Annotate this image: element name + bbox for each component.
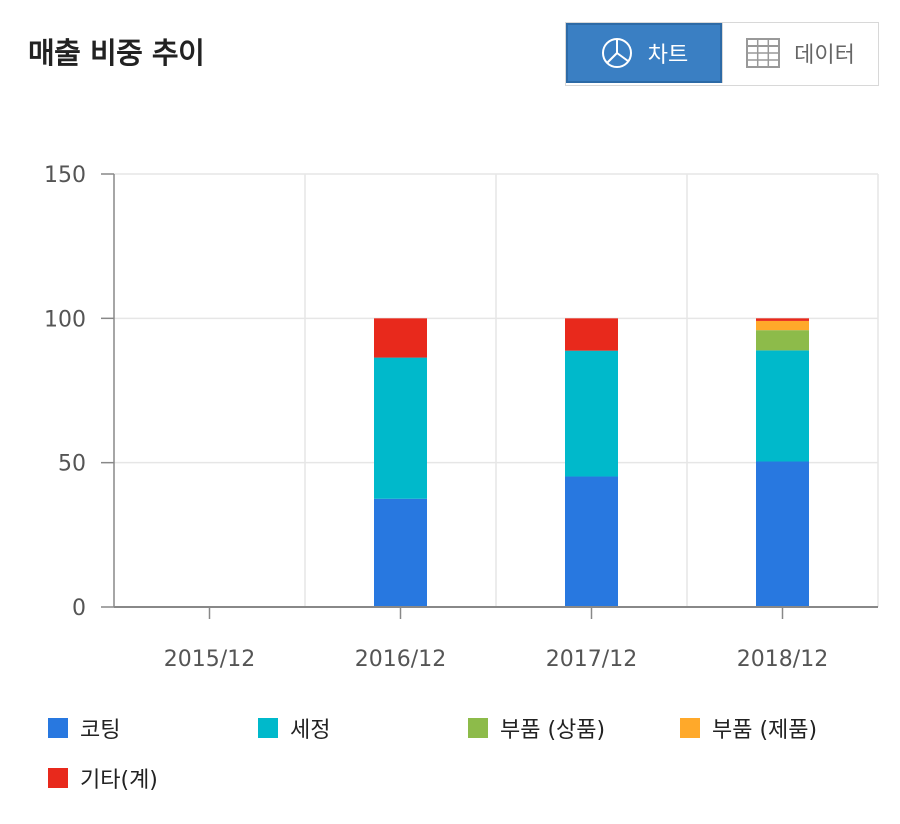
y-tick-label: 150 [44,163,86,188]
data-view-button[interactable]: 데이터 [722,23,878,83]
legend-swatch [680,718,700,738]
y-tick-label: 100 [44,307,86,332]
table-grid-icon [746,38,781,68]
x-tick-label: 2016/12 [355,647,446,672]
legend-label: 세정 [290,718,331,743]
bar-segment[interactable] [565,350,618,477]
data-view-label: 데이터 [794,43,855,68]
bar-segment[interactable] [756,330,809,351]
legend-swatch [258,718,278,738]
legend-item[interactable]: 코팅 [48,712,120,744]
y-tick-label: 50 [58,452,86,477]
chart-view-button[interactable]: 차트 [566,23,722,83]
bar-segment[interactable] [374,318,427,358]
legend-item[interactable]: 기타(계) [48,762,158,794]
legend-item[interactable]: 부품 (상품) [468,712,605,744]
bar-segment[interactable] [756,461,809,607]
legend-swatch [468,718,488,738]
legend-label: 부품 (제품) [712,718,818,743]
page-title: 매출 비중 추이 [28,36,205,70]
legend-label: 코팅 [80,718,121,743]
bar-segment[interactable] [565,476,618,607]
bar-segment[interactable] [756,318,809,321]
legend-label: 부품 (상품) [500,718,606,743]
bar-segment[interactable] [756,320,809,331]
legend-item[interactable]: 세정 [258,712,330,744]
x-tick-label: 2018/12 [737,647,828,672]
chart-view-label: 차트 [647,43,689,68]
legend-swatch [48,768,68,788]
stacked-bar-chart: 0 50 100 150 2015/12 2016/12 2017/12 2018/12 [44,163,879,672]
y-tick-label: 0 [72,596,86,621]
legend-item[interactable]: 부품 (제품) [680,712,817,744]
bar-segment[interactable] [565,318,618,351]
bar-segment[interactable] [374,357,427,499]
legend-label: 기타(계) [80,768,158,793]
pie-chart-icon [600,36,634,70]
x-tick-label: 2015/12 [164,647,255,672]
bar-segment[interactable] [756,350,809,462]
view-toggle: 차트 데이터 [565,22,879,86]
legend-swatch [48,718,68,738]
x-tick-label: 2017/12 [546,647,637,672]
bar-segment[interactable] [374,498,427,607]
